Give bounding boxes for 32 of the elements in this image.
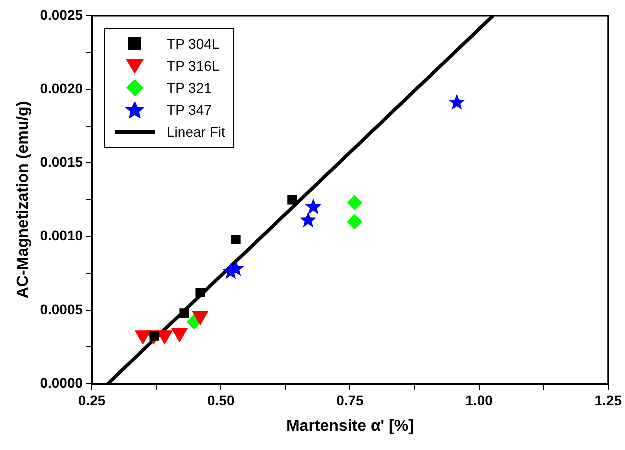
point: [305, 198, 322, 214]
point: [156, 330, 173, 344]
legend-label: TP 321: [167, 80, 212, 96]
legend-label: TP 316L: [167, 58, 220, 74]
x-tick-label: 1.25: [594, 392, 622, 408]
x-tick-label: 0.75: [336, 392, 364, 408]
legend-label: TP 347: [167, 102, 212, 118]
point: [300, 212, 317, 228]
point: [231, 235, 241, 244]
y-tick-label: 0.0000: [40, 374, 84, 391]
point: [172, 328, 188, 342]
point: [192, 312, 208, 326]
point: [228, 260, 244, 276]
point: [180, 308, 190, 318]
y-axis-title: AC-Magnetization (emu/g): [15, 101, 32, 299]
x-tick-label: 0.25: [78, 392, 106, 408]
point: [196, 288, 206, 298]
x-axis-title: Martensite α' [%]: [286, 418, 414, 435]
point: [347, 195, 362, 210]
y-tick-label: 0.0010: [40, 228, 84, 244]
legend-label: TP 304L: [167, 36, 220, 52]
y-tick-label: 0.0005: [40, 301, 84, 318]
point: [288, 195, 298, 205]
point: [135, 330, 151, 344]
point: [347, 214, 362, 230]
y-tick-label: 0.0025: [40, 6, 84, 23]
y-tick-label: 0.0020: [40, 80, 84, 96]
legend-label: Linear Fit: [167, 124, 226, 140]
point: [448, 94, 466, 110]
x-tick-label: 1.00: [466, 392, 494, 408]
x-tick-label: 0.50: [207, 392, 235, 408]
y-tick-label: 0.0015: [40, 154, 84, 170]
